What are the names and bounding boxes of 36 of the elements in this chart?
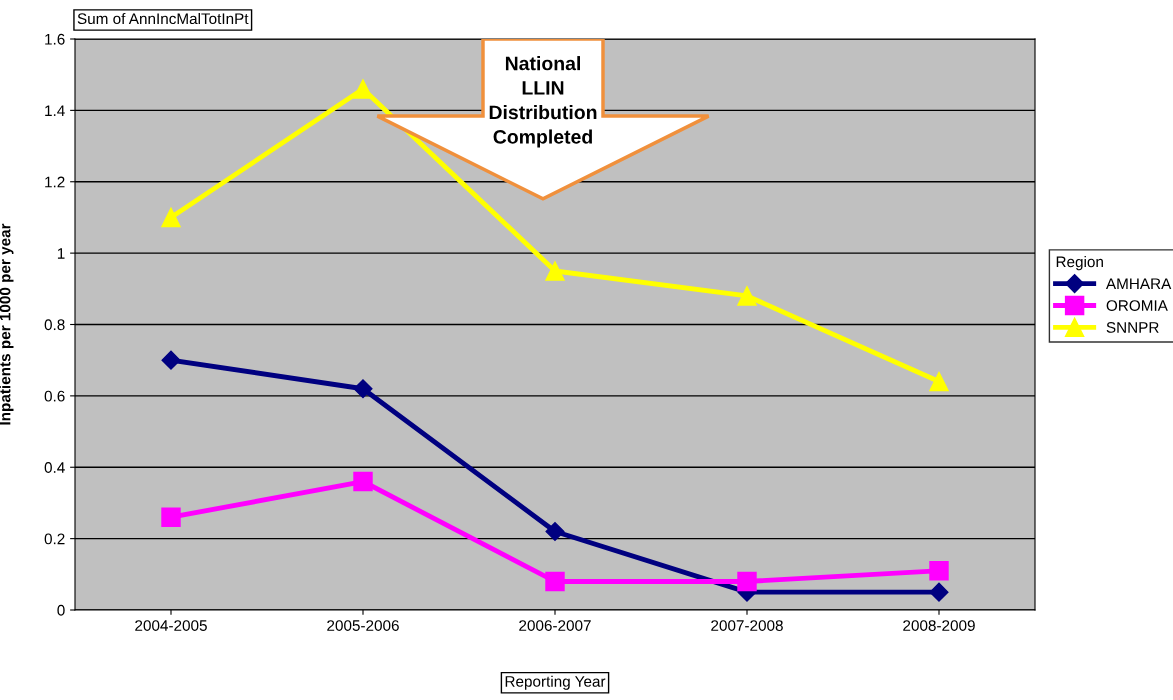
y-tick-label: 1.6 — [45, 33, 65, 45]
legend-label: OROMIA — [1106, 300, 1168, 311]
x-tick-label: 2006-2007 — [519, 620, 591, 631]
point — [929, 561, 949, 581]
point — [161, 207, 181, 228]
legend-label: SNNPR — [1106, 322, 1159, 333]
point — [545, 261, 565, 281]
point — [929, 371, 949, 392]
y-tick-label: 0.4 — [44, 462, 65, 473]
x-tick-label: 2007-2008 — [711, 620, 783, 631]
y-tick-label: 0 — [57, 604, 65, 616]
legend-label: AMHARA — [1105, 278, 1172, 289]
y-tick-label: 0.8 — [44, 319, 65, 331]
y-axis-title: Inpatients per 1000 per year — [0, 223, 14, 425]
y-tick-label: 0.2 — [44, 533, 65, 545]
x-tick-label: 2005-2006 — [327, 620, 399, 631]
point — [353, 79, 373, 99]
point — [929, 582, 949, 602]
point — [545, 521, 565, 542]
point — [353, 471, 373, 492]
text: Sum of AnnIncMalTotInPt — [77, 12, 249, 25]
x-tick-label: 2004-2005 — [135, 620, 207, 631]
point — [545, 571, 565, 592]
y-tick-label: 1.2 — [45, 176, 65, 188]
y-tick-label: 1 — [57, 248, 65, 259]
point — [353, 379, 373, 399]
y-tick-label: 1.4 — [45, 105, 65, 116]
point — [161, 507, 181, 527]
point — [737, 286, 757, 306]
legend-title: Region — [1056, 256, 1103, 271]
annotation: National LLIN Distribution Completed — [489, 56, 597, 148]
x-tick-label: 2008-2009 — [903, 620, 975, 631]
point — [161, 350, 181, 370]
y-tick-label: 0.6 — [44, 390, 65, 402]
x-axis-title: Reporting Year — [505, 675, 606, 690]
point — [737, 571, 757, 592]
